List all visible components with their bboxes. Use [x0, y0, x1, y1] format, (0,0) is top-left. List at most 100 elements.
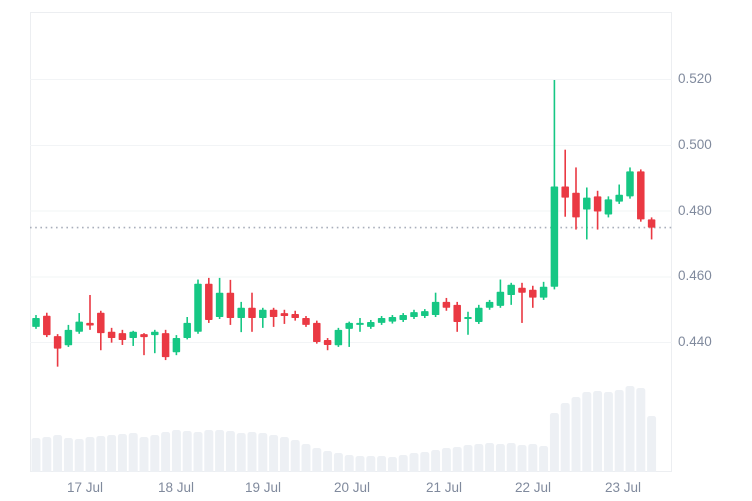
- candle-body: [626, 171, 634, 197]
- volume-bar: [301, 444, 311, 472]
- volume-bar: [409, 453, 419, 472]
- volume-bar: [161, 432, 171, 472]
- volume-bar: [549, 413, 559, 472]
- candle-wick: [586, 187, 588, 240]
- volume-bar: [204, 430, 214, 472]
- candle-wick: [618, 184, 620, 204]
- volume-bar: [269, 435, 279, 472]
- candle-wick: [154, 329, 156, 354]
- candle-wick: [89, 294, 91, 330]
- candle-body: [550, 186, 559, 287]
- candle-body: [539, 286, 548, 298]
- candle-body: [453, 304, 461, 322]
- y-axis-tick-label: 0.500: [678, 136, 712, 152]
- candle-body: [269, 309, 278, 318]
- volume-bar: [247, 432, 257, 472]
- candle-body: [529, 289, 537, 298]
- volume-bar: [495, 444, 505, 472]
- volume-bar: [647, 416, 657, 472]
- volume-bar: [63, 438, 73, 472]
- candle-body: [215, 292, 224, 318]
- volume-bar: [344, 455, 354, 472]
- volume-bar: [182, 431, 192, 472]
- candle-body: [161, 333, 170, 358]
- candle-wick: [348, 321, 350, 347]
- candle-body: [431, 301, 440, 316]
- volume-bar: [107, 435, 117, 472]
- candle-body: [421, 311, 429, 317]
- candle-wick: [283, 309, 286, 324]
- volume-bar: [31, 438, 41, 472]
- candle-body: [107, 331, 116, 339]
- volume-bar: [139, 437, 149, 472]
- volume-bar: [441, 448, 451, 472]
- candle-body: [86, 322, 94, 326]
- candle-body: [507, 284, 515, 295]
- candle-body: [226, 292, 235, 318]
- volume-bar: [431, 450, 441, 472]
- y-axis-tick-label: 0.460: [678, 268, 712, 284]
- volume-bar: [193, 432, 203, 472]
- volume-bar: [279, 437, 289, 472]
- candle-body: [75, 321, 83, 332]
- volume-bar: [117, 434, 127, 472]
- candle-body: [464, 317, 472, 319]
- volume-bar: [355, 456, 365, 472]
- candle-body: [377, 318, 386, 323]
- candle-body: [496, 291, 505, 306]
- y-axis-tick-label: 0.480: [678, 202, 712, 218]
- chart-plot-area[interactable]: [30, 12, 672, 472]
- candle-wick: [467, 311, 469, 335]
- x-axis-tick-label: 17 Jul: [66, 480, 104, 495]
- volume-bar: [333, 453, 343, 472]
- candle-wick: [56, 334, 59, 367]
- candle-body: [410, 312, 418, 318]
- volume-bar: [603, 392, 613, 472]
- candle-body: [43, 315, 51, 336]
- volume-bar: [128, 433, 138, 472]
- candle-body: [97, 312, 105, 334]
- volume-bar: [366, 456, 376, 472]
- volume-bar: [582, 392, 592, 472]
- volume-bar: [42, 437, 52, 472]
- candle-wick: [272, 307, 275, 327]
- volume-bar: [323, 451, 333, 472]
- candle-body: [583, 197, 591, 210]
- candle-body: [593, 196, 602, 212]
- candle-body: [637, 171, 645, 220]
- candle-wick: [132, 330, 134, 346]
- candle-body: [172, 338, 181, 353]
- x-axis-tick-label: 23 Jul: [604, 480, 642, 495]
- candle-body: [205, 283, 213, 320]
- candle-body: [615, 194, 623, 202]
- volume-bar: [571, 397, 581, 472]
- candle-body: [237, 307, 245, 318]
- volume-bar: [150, 435, 160, 472]
- volume-bar: [474, 444, 484, 472]
- candle-wick: [143, 333, 145, 356]
- y-axis-tick-label: 0.440: [678, 334, 712, 349]
- volume-bar: [593, 391, 603, 472]
- volume-bar: [290, 440, 300, 472]
- candle-body: [485, 301, 494, 308]
- candle-body: [334, 329, 343, 346]
- candle-body: [518, 287, 526, 293]
- volume-bar: [236, 433, 246, 472]
- volume-bar: [463, 445, 473, 472]
- candle-body: [140, 334, 148, 338]
- x-axis-tick-label: 20 Jul: [333, 480, 371, 495]
- candle-body: [604, 199, 613, 215]
- volume-bar: [420, 452, 430, 472]
- volume-bar: [85, 437, 95, 472]
- volume-bar: [528, 444, 538, 472]
- candle-body: [118, 333, 127, 341]
- candle-body: [572, 192, 580, 218]
- candle-body: [248, 307, 256, 318]
- volume-bar: [625, 386, 635, 472]
- candle-body: [475, 307, 483, 322]
- candle-body: [561, 186, 569, 198]
- candle-wick: [650, 217, 653, 240]
- volume-bar: [171, 430, 181, 472]
- x-axis-tick-label: 18 Jul: [157, 480, 195, 495]
